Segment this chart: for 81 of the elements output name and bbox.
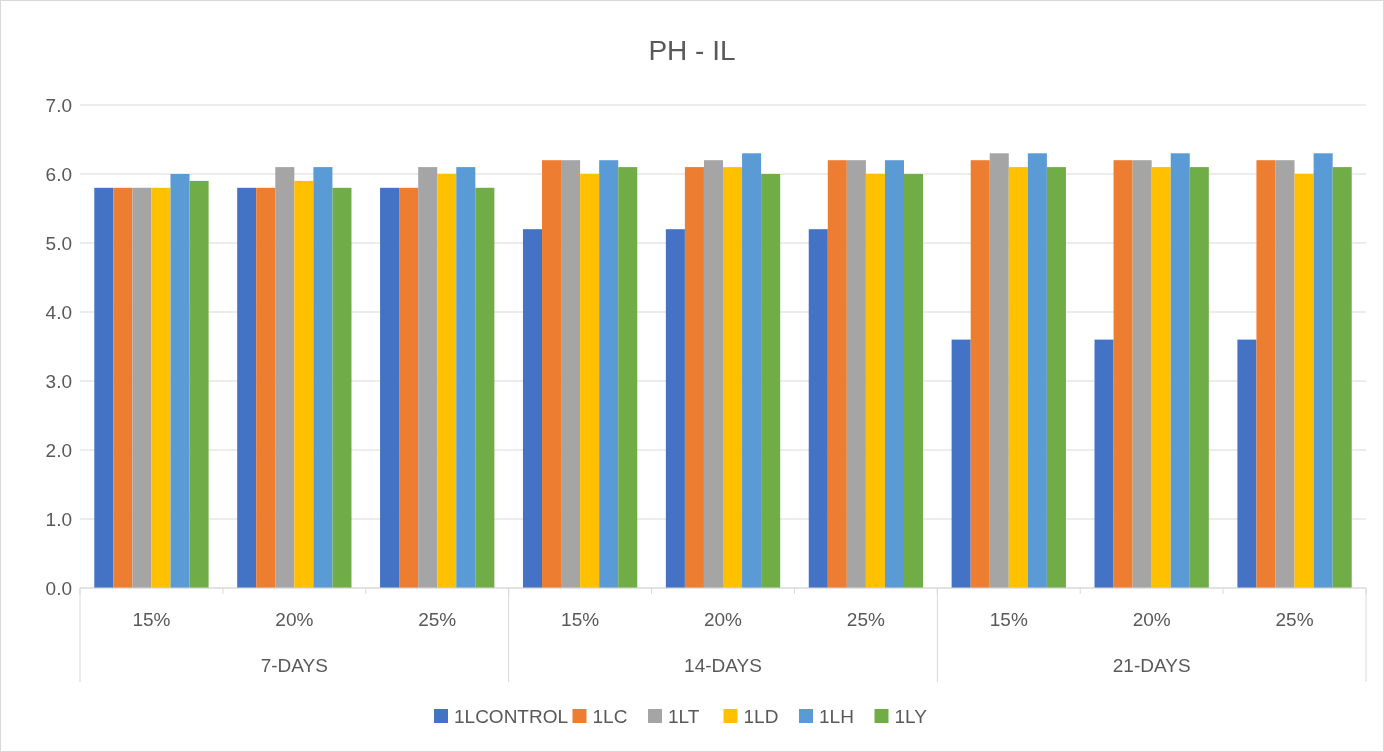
bar	[94, 187, 114, 588]
y-tick-label: 1.0	[45, 508, 72, 530]
bar	[189, 180, 209, 588]
bar	[399, 187, 419, 588]
bar	[113, 187, 133, 588]
bar	[237, 187, 257, 588]
bar	[380, 187, 400, 588]
bar	[1170, 153, 1190, 588]
y-tick-label: 2.0	[45, 439, 72, 461]
text: 7-DAYS	[260, 655, 328, 676]
y-tick-label: 3.0	[45, 370, 72, 392]
legend-label: 1LCONTROL	[454, 705, 569, 727]
bar	[903, 174, 924, 588]
y-tick-label: 4.0	[45, 301, 72, 323]
bar	[275, 167, 295, 588]
chart-title: PH - IL	[648, 35, 736, 66]
x-tick-label: 25%	[418, 609, 457, 630]
bar	[580, 174, 600, 588]
legend-label: 1LH	[819, 705, 854, 727]
bar	[151, 187, 171, 588]
x-tick-label: 15%	[132, 609, 171, 630]
x-tick-label: 25%	[1275, 609, 1314, 630]
bar	[1027, 153, 1047, 588]
bar	[703, 160, 723, 588]
x-tick-label: 20%	[275, 609, 314, 630]
bar	[1313, 153, 1333, 588]
x-tick-label: 15%	[989, 609, 1028, 630]
x-tick-label: 25%	[846, 609, 886, 630]
y-tick-label: 0.0	[45, 577, 72, 599]
bar	[1094, 339, 1114, 588]
bar	[742, 153, 762, 588]
y-tick-label: 6.0	[45, 163, 72, 185]
bar	[951, 339, 971, 588]
bar	[865, 174, 885, 588]
bar	[723, 167, 743, 588]
bar	[1275, 160, 1295, 588]
bar	[437, 174, 457, 588]
text: 21-DAYS	[1112, 655, 1191, 676]
bar	[475, 187, 495, 588]
bar	[808, 229, 828, 588]
bar	[1151, 167, 1171, 588]
bar	[599, 160, 619, 588]
bar	[665, 229, 685, 588]
bar	[846, 160, 866, 588]
y-tick-label: 5.0	[45, 232, 72, 254]
legend-label: 1LC	[592, 705, 628, 727]
x-tick-label: 20%	[1132, 609, 1171, 630]
bar	[1256, 160, 1276, 588]
legend-label: 1LT	[668, 705, 700, 727]
y-tick-label: 7.0	[45, 94, 72, 116]
bar	[884, 160, 904, 588]
bar	[332, 187, 352, 588]
bar	[561, 160, 581, 588]
bar	[256, 187, 276, 588]
x-tick-label: 20%	[703, 609, 743, 630]
bar	[1332, 167, 1352, 588]
bar	[827, 160, 847, 588]
bar	[522, 229, 543, 588]
bar	[1189, 167, 1209, 588]
text: 14-DAYS	[684, 655, 762, 676]
bar	[170, 174, 190, 588]
x-tick-label: 15%	[561, 609, 600, 630]
bar	[989, 153, 1009, 588]
bar	[1008, 167, 1028, 588]
bar	[294, 180, 314, 588]
bar	[618, 167, 638, 588]
legend-label: 1LD	[743, 705, 779, 727]
bar	[542, 160, 562, 588]
bar	[456, 167, 476, 588]
bar	[1046, 167, 1066, 588]
bar	[1132, 160, 1152, 588]
bar	[1294, 174, 1314, 588]
bar	[761, 174, 781, 588]
bar	[1113, 160, 1133, 588]
bar	[418, 167, 438, 588]
legend-label: 1LY	[894, 705, 928, 727]
bar	[1237, 339, 1257, 588]
bar	[313, 167, 333, 588]
bar	[970, 160, 990, 588]
bar	[132, 187, 152, 588]
bar	[684, 167, 704, 588]
